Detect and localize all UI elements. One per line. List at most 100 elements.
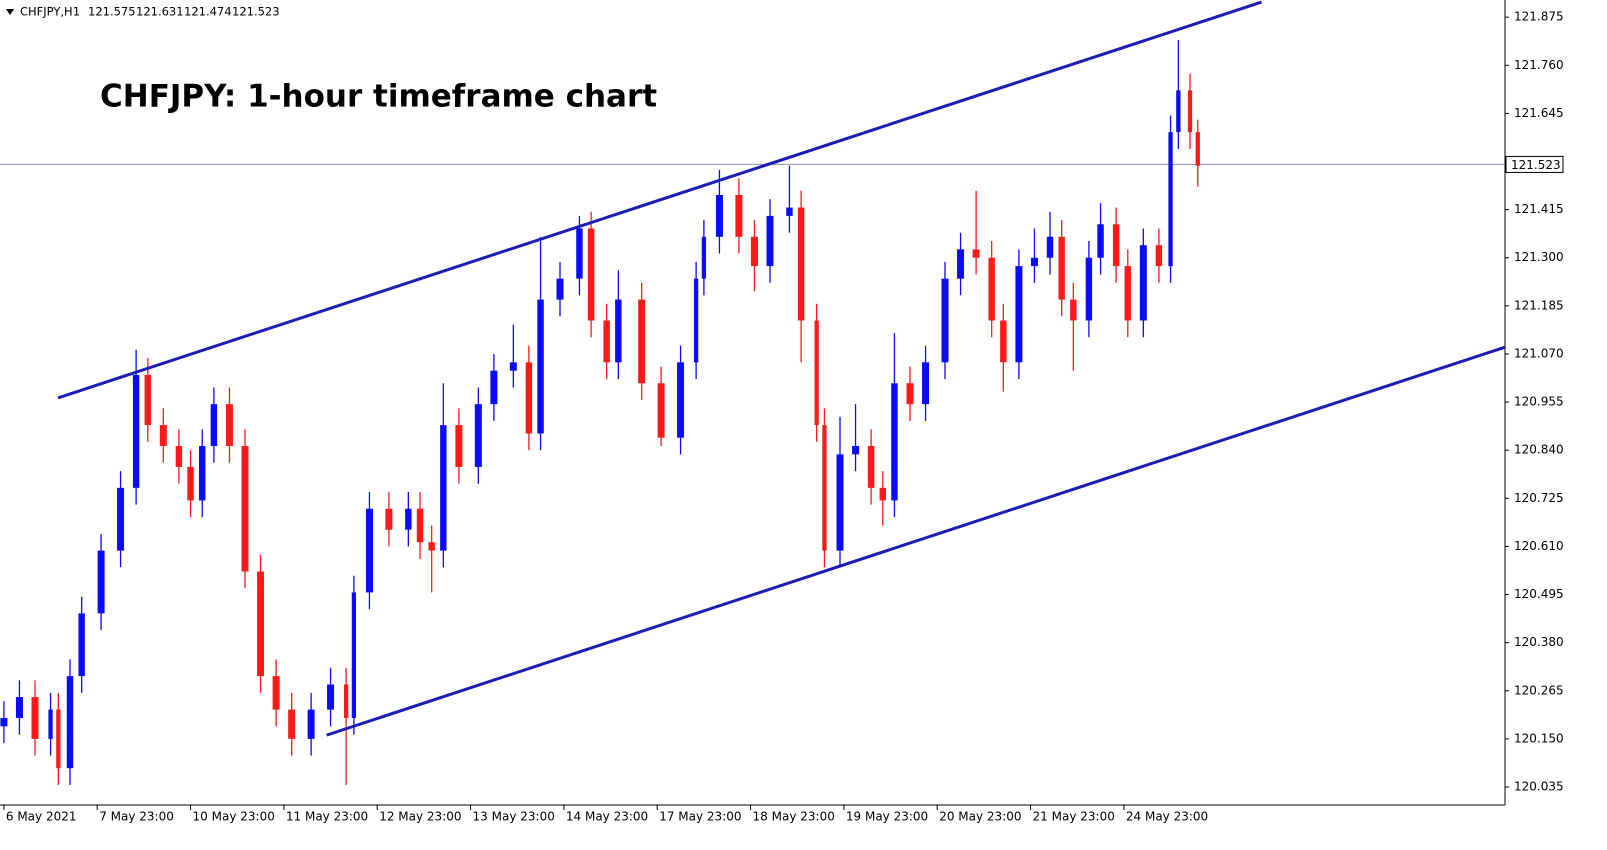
candle-body <box>509 362 517 371</box>
y-tick-label: 120.840 <box>1514 443 1564 457</box>
y-tick-label: 120.610 <box>1514 539 1564 553</box>
last-price-box <box>1505 155 1564 173</box>
candle-body <box>474 404 482 467</box>
x-tick-label: 19 May 23:00 <box>846 810 928 824</box>
y-tick-label: 120.265 <box>1514 683 1564 697</box>
candle-body <box>272 676 280 710</box>
x-tick-label: 18 May 23:00 <box>753 810 835 824</box>
y-tick-label: 120.035 <box>1514 780 1564 794</box>
candle-body <box>405 508 412 530</box>
candle-body <box>1168 132 1173 267</box>
candle-body <box>56 709 61 769</box>
candle-body <box>210 404 218 447</box>
candle-body <box>1124 266 1131 321</box>
candle-body <box>836 454 844 551</box>
candle-body <box>972 249 980 258</box>
y-tick-label: 120.380 <box>1514 635 1564 649</box>
candle-body <box>576 228 583 279</box>
candle-body <box>416 508 424 543</box>
trendline <box>57 0 1263 400</box>
candle-body <box>988 257 995 321</box>
candle-body <box>766 215 774 267</box>
candle-body <box>241 446 249 572</box>
candle-body <box>343 684 349 718</box>
candle-body <box>132 374 140 488</box>
candle-body <box>525 362 533 434</box>
candle-body <box>556 278 564 300</box>
candle-body <box>440 425 447 551</box>
y-tick-label: 120.495 <box>1514 587 1564 601</box>
x-tick-label: 7 May 23:00 <box>99 810 174 824</box>
candle-body <box>1097 224 1104 258</box>
candle-body <box>1046 236 1054 258</box>
candle-body <box>1000 320 1007 363</box>
candle-body <box>735 194 743 237</box>
candle-body <box>15 697 23 718</box>
candle-body <box>1058 236 1065 300</box>
candle-body <box>66 676 74 769</box>
candle-body <box>1195 132 1200 166</box>
candle-body <box>715 194 723 237</box>
header-low: 121.474 <box>184 5 232 19</box>
last-price-label: 121.523 <box>1511 158 1561 172</box>
candle-body <box>257 571 265 677</box>
y-tick-label: 121.415 <box>1514 202 1564 216</box>
trendline <box>326 345 1506 737</box>
x-tick-label: 21 May 23:00 <box>1033 810 1115 824</box>
y-tick-label: 121.185 <box>1514 298 1564 312</box>
y-tick-label: 121.070 <box>1514 346 1564 360</box>
header-high: 121.631 <box>136 5 184 19</box>
candle-body <box>327 684 335 710</box>
x-tick-label: 20 May 23:00 <box>939 810 1021 824</box>
y-tick-label: 120.955 <box>1514 395 1564 409</box>
candle-body <box>159 425 167 447</box>
candle-body <box>490 370 498 405</box>
header-open: 121.575 <box>88 5 136 19</box>
y-tick-label: 120.150 <box>1514 731 1564 745</box>
candle-body <box>852 446 860 455</box>
candle-body <box>78 613 85 677</box>
candle-body <box>615 299 622 363</box>
candle-body <box>657 383 665 438</box>
candle-body <box>365 508 373 593</box>
candle-body <box>1085 257 1093 321</box>
symbol-menu-arrow[interactable] <box>6 9 14 15</box>
x-tick-label: 14 May 23:00 <box>566 810 648 824</box>
candle-body <box>1030 257 1038 267</box>
candle-body <box>867 446 875 488</box>
candle-body <box>537 299 544 434</box>
y-tick-label: 121.645 <box>1514 106 1564 120</box>
candle-body <box>97 550 105 614</box>
candle-body <box>603 320 610 363</box>
candle-body <box>906 383 914 405</box>
symbol: CHFJPY,H1 <box>20 5 80 19</box>
candle-body <box>1176 90 1181 133</box>
candle-body <box>587 228 595 321</box>
header-close: 121.523 <box>232 5 280 19</box>
candle-body <box>1139 245 1147 321</box>
candle-body <box>797 207 805 321</box>
candle-body <box>1187 90 1193 133</box>
candle-body <box>48 709 53 739</box>
candle-body <box>225 404 233 447</box>
candle-body <box>1015 266 1023 363</box>
candle-body <box>187 466 194 501</box>
candle-body <box>879 487 886 501</box>
candle-body <box>693 278 699 363</box>
chart-title: CHFJPY: 1-hour timeframe chart <box>100 79 657 115</box>
y-tick-label: 121.760 <box>1514 58 1564 72</box>
x-tick-label: 10 May 23:00 <box>193 810 275 824</box>
x-tick-label: 13 May 23:00 <box>473 810 555 824</box>
candle-body <box>891 383 898 501</box>
x-tick-label: 24 May 23:00 <box>1126 810 1208 824</box>
candle-body <box>1155 245 1163 267</box>
candle-body <box>677 362 685 438</box>
candle-body <box>922 362 930 405</box>
candle-body <box>144 374 151 426</box>
y-tick-label: 121.300 <box>1514 250 1564 264</box>
x-tick-label: 11 May 23:00 <box>286 810 368 824</box>
candle-body <box>822 425 827 551</box>
